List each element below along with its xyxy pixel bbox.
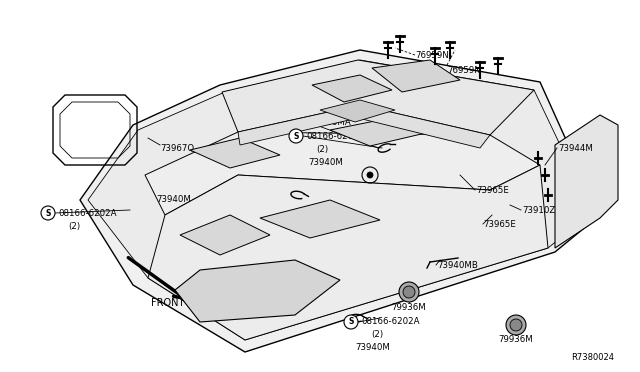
Text: 79936M: 79936M <box>392 304 426 312</box>
Text: 76959N: 76959N <box>415 51 449 60</box>
Text: 73940M: 73940M <box>308 157 343 167</box>
Text: FRONT: FRONT <box>151 298 185 308</box>
Polygon shape <box>222 60 534 135</box>
Text: S: S <box>348 317 354 327</box>
Polygon shape <box>88 60 592 340</box>
Text: 79936M: 79936M <box>499 336 533 344</box>
Text: 08166-6202A: 08166-6202A <box>58 208 116 218</box>
Text: 08166-6202A: 08166-6202A <box>361 317 419 327</box>
Circle shape <box>510 319 522 331</box>
Circle shape <box>367 172 373 178</box>
Circle shape <box>399 282 419 302</box>
Polygon shape <box>180 215 270 255</box>
Text: (2): (2) <box>371 330 383 340</box>
Text: 76959N: 76959N <box>447 65 481 74</box>
Text: 08166-6202A: 08166-6202A <box>306 131 365 141</box>
Polygon shape <box>175 260 340 322</box>
Text: S: S <box>293 131 299 141</box>
Text: 73967Q: 73967Q <box>160 144 194 153</box>
Polygon shape <box>238 105 490 148</box>
Polygon shape <box>145 132 540 215</box>
Polygon shape <box>260 200 380 238</box>
Circle shape <box>289 129 303 143</box>
Text: 73940MB: 73940MB <box>437 260 478 269</box>
Polygon shape <box>330 118 430 146</box>
Text: 73940M: 73940M <box>156 195 191 203</box>
Text: R7380024: R7380024 <box>571 353 614 362</box>
Polygon shape <box>80 50 600 352</box>
Circle shape <box>344 315 358 329</box>
Text: 73910Z: 73910Z <box>522 205 556 215</box>
Polygon shape <box>372 60 460 92</box>
Text: 73940M: 73940M <box>355 343 390 353</box>
Circle shape <box>41 206 55 220</box>
Polygon shape <box>555 115 618 248</box>
Text: 73940MA: 73940MA <box>310 118 351 126</box>
Polygon shape <box>190 138 280 168</box>
Text: 73965E: 73965E <box>483 219 516 228</box>
Circle shape <box>506 315 526 335</box>
Text: S: S <box>45 208 51 218</box>
Text: (2): (2) <box>68 221 80 231</box>
Polygon shape <box>312 75 392 102</box>
Text: (2): (2) <box>316 144 328 154</box>
Text: 73965E: 73965E <box>476 186 509 195</box>
Text: 73944M: 73944M <box>558 144 593 153</box>
Circle shape <box>403 286 415 298</box>
Polygon shape <box>320 100 395 122</box>
Polygon shape <box>148 165 548 340</box>
